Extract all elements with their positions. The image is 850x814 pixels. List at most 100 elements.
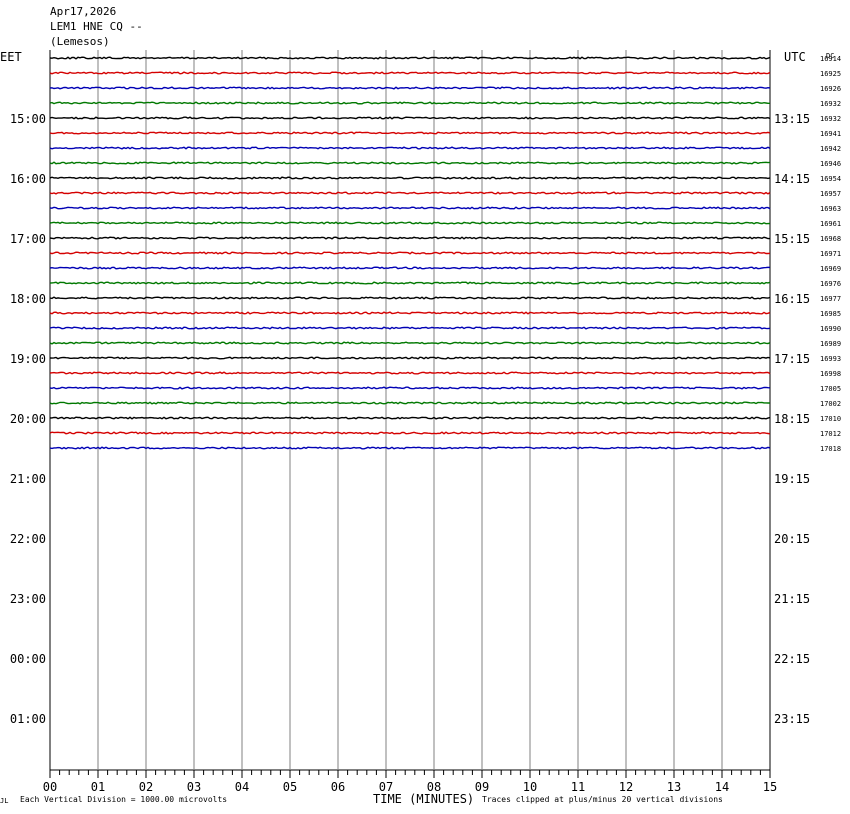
right-hour-label: 17:15 bbox=[774, 352, 810, 366]
x-tick-label: 04 bbox=[235, 780, 249, 794]
corner-mark: JL bbox=[0, 797, 8, 805]
left-hour-label: 15:00 bbox=[10, 112, 46, 126]
date-label: Apr17,2026 bbox=[50, 5, 116, 18]
dc-offset-labels: 16914 16925 16926 16932 16932 16941 16942 16946… bbox=[820, 55, 841, 453]
dc-offset-label: 16925 bbox=[820, 70, 841, 78]
seismic-trace bbox=[49, 296, 771, 300]
clip-note: Traces clipped at plus/minus 20 vertical… bbox=[482, 795, 723, 804]
x-tick-label: 13 bbox=[667, 780, 681, 794]
seismic-trace bbox=[49, 146, 771, 150]
seismic-trace bbox=[49, 266, 771, 270]
dc-offset-label: 16990 bbox=[820, 325, 841, 333]
seismic-trace bbox=[49, 326, 771, 330]
seismic-trace bbox=[49, 356, 771, 360]
minute-gridlines bbox=[97, 50, 723, 770]
right-hour-label: 19:15 bbox=[774, 472, 810, 486]
x-axis-title: TIME (MINUTES) bbox=[373, 792, 474, 806]
left-hour-label: 22:00 bbox=[10, 532, 46, 546]
dc-offset-label: 16954 bbox=[820, 175, 841, 183]
x-tick-label: 08 bbox=[427, 780, 441, 794]
left-axis-title: EET bbox=[0, 50, 22, 64]
dc-offset-label: 16946 bbox=[820, 160, 841, 168]
left-hour-labels: 15:00 16:00 17:00 18:00 19:00 20:00 21:00 22:00… bbox=[10, 112, 46, 726]
dc-offset-label: 16976 bbox=[820, 280, 841, 288]
right-hour-label: 23:15 bbox=[774, 712, 810, 726]
location-label: (Lemesos) bbox=[50, 35, 110, 48]
seismic-trace bbox=[49, 71, 771, 75]
right-hour-label: 13:15 bbox=[774, 112, 810, 126]
seismic-trace bbox=[49, 281, 771, 285]
x-tick-label: 01 bbox=[91, 780, 105, 794]
dc-offset-label: 16942 bbox=[820, 145, 841, 153]
left-hour-label: 16:00 bbox=[10, 172, 46, 186]
right-hour-label: 15:15 bbox=[774, 232, 810, 246]
left-hour-label: 19:00 bbox=[10, 352, 46, 366]
seismic-trace bbox=[49, 116, 771, 120]
x-tick-label: 03 bbox=[187, 780, 201, 794]
seismic-trace bbox=[49, 176, 771, 180]
dc-offset-label: 16957 bbox=[820, 190, 841, 198]
right-hour-label: 16:15 bbox=[774, 292, 810, 306]
seismic-trace bbox=[49, 86, 771, 90]
left-hour-label: 21:00 bbox=[10, 472, 46, 486]
dc-offset-label: 16968 bbox=[820, 235, 841, 243]
dc-offset-label: 16914 bbox=[820, 55, 841, 63]
seismic-trace bbox=[49, 131, 771, 135]
dc-header: DC bbox=[826, 52, 834, 60]
seismic-trace bbox=[49, 161, 771, 165]
dc-offset-label: 16932 bbox=[820, 115, 841, 123]
dc-offset-label: 16969 bbox=[820, 265, 841, 273]
dc-offset-label: 17005 bbox=[820, 385, 841, 393]
seismic-trace bbox=[49, 341, 771, 345]
x-tick-label: 00 bbox=[43, 780, 57, 794]
x-tick-label: 15 bbox=[763, 780, 777, 794]
seismic-trace bbox=[49, 416, 771, 420]
seismic-trace bbox=[49, 386, 771, 390]
right-hour-labels: 13:15 14:15 15:15 16:15 17:15 18:15 19:15 20:15… bbox=[774, 112, 810, 726]
trace-group bbox=[49, 56, 771, 450]
x-tick-label: 02 bbox=[139, 780, 153, 794]
right-hour-label: 21:15 bbox=[774, 592, 810, 606]
dc-offset-label: 17002 bbox=[820, 400, 841, 408]
x-tick-label: 11 bbox=[571, 780, 585, 794]
seismic-trace bbox=[49, 101, 770, 105]
dc-offset-label: 17010 bbox=[820, 415, 841, 423]
dc-offset-label: 16977 bbox=[820, 295, 841, 303]
dc-offset-label: 16932 bbox=[820, 100, 841, 108]
dc-offset-label: 16941 bbox=[820, 130, 841, 138]
station-label: LEM1 HNE CQ -- bbox=[50, 20, 143, 33]
dc-offset-label: 16963 bbox=[820, 205, 841, 213]
dc-offset-label: 16971 bbox=[820, 250, 841, 258]
seismic-trace bbox=[49, 311, 771, 315]
right-hour-label: 14:15 bbox=[774, 172, 810, 186]
left-hour-label: 01:00 bbox=[10, 712, 46, 726]
dc-offset-label: 16926 bbox=[820, 85, 841, 93]
x-tick-label: 14 bbox=[715, 780, 729, 794]
left-hour-label: 23:00 bbox=[10, 592, 46, 606]
x-tick-label: 07 bbox=[379, 780, 393, 794]
x-ticks: 00 01 02 03 04 05 06 07 08 09 10 11 12 13 14 15 bbox=[43, 770, 777, 794]
dc-offset-label: 16989 bbox=[820, 340, 841, 348]
dc-offset-label: 17018 bbox=[820, 445, 841, 453]
seismic-trace bbox=[49, 206, 771, 210]
dc-offset-label: 16993 bbox=[820, 355, 841, 363]
right-hour-label: 22:15 bbox=[774, 652, 810, 666]
dc-offset-label: 16961 bbox=[820, 220, 841, 228]
seismic-trace bbox=[49, 431, 771, 435]
x-tick-label: 12 bbox=[619, 780, 633, 794]
seismic-trace bbox=[49, 446, 771, 450]
scale-note: Each Vertical Division = 1000.00 microvo… bbox=[20, 795, 227, 804]
dc-offset-label: 17012 bbox=[820, 430, 841, 438]
left-hour-label: 00:00 bbox=[10, 652, 46, 666]
left-hour-label: 18:00 bbox=[10, 292, 46, 306]
seismic-trace bbox=[49, 401, 770, 405]
x-tick-label: 05 bbox=[283, 780, 297, 794]
dc-offset-label: 16985 bbox=[820, 310, 841, 318]
seismic-trace bbox=[49, 371, 771, 375]
dc-offset-label: 16998 bbox=[820, 370, 841, 378]
left-hour-label: 20:00 bbox=[10, 412, 46, 426]
seismic-trace bbox=[49, 191, 771, 195]
x-tick-label: 06 bbox=[331, 780, 345, 794]
seismic-trace bbox=[49, 251, 771, 255]
